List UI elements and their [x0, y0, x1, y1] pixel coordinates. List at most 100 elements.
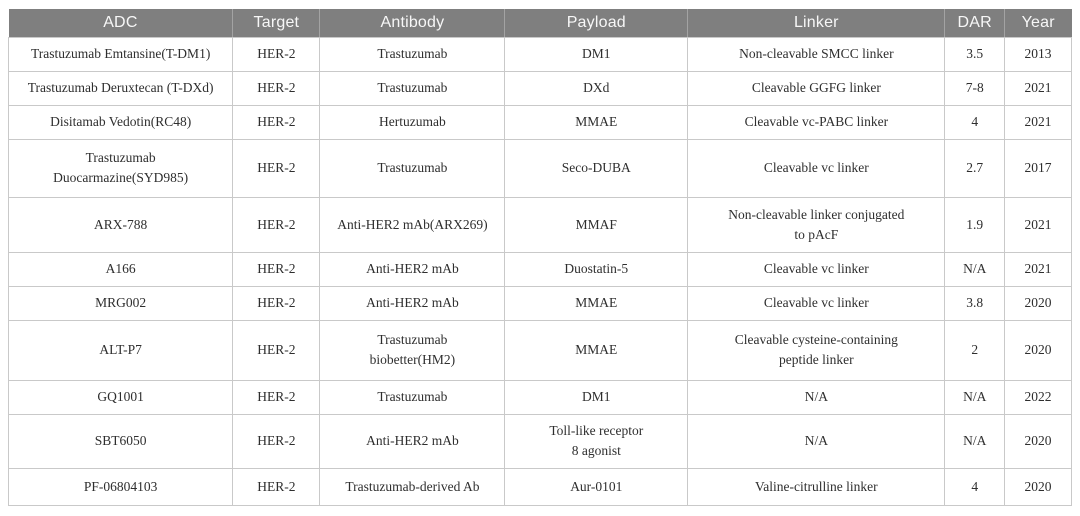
- cell-dar: 3.5: [944, 36, 1005, 72]
- cell-year: 2017: [1003, 138, 1073, 198]
- cell-antibody: Anti-HER2 mAb: [319, 285, 506, 321]
- table-row: MRG002 HER-2 Anti-HER2 mAb MMAE Cleavable vc…: [7, 285, 1073, 321]
- table-row: PF-06804103 HER-2 Trastuzumab-derived Ab Au…: [7, 467, 1073, 506]
- cell-year: 2020: [1003, 285, 1073, 321]
- cell-antibody: Trastuzumab: [319, 379, 506, 415]
- cell-payload: MMAE: [504, 285, 689, 321]
- cell-payload: MMAF: [504, 196, 689, 253]
- cell-target: HER-2: [232, 104, 321, 140]
- cell-adc: ALT-P7: [7, 319, 234, 381]
- cell-dar: 2: [944, 319, 1005, 381]
- cell-payload: MMAE: [504, 319, 689, 381]
- table-row: A166 HER-2 Anti-HER2 mAb Duostatin-5 Cleavab…: [7, 251, 1073, 287]
- cell-year: 2013: [1003, 36, 1073, 72]
- cell-target: HER-2: [232, 467, 321, 506]
- header-row: ADC Target Antibody Payload Linker DAR Year: [8, 9, 1072, 38]
- cell-payload: Toll-like receptor 8 agonist: [504, 413, 689, 469]
- cell-dar: 3.8: [944, 285, 1005, 321]
- cell-payload: MMAE: [504, 104, 689, 140]
- cell-year: 2021: [1003, 104, 1073, 140]
- column-header-target: Target: [232, 9, 320, 38]
- cell-linker: Cleavable vc-PABC linker: [687, 104, 946, 140]
- cell-linker: Non-cleavable linker conjugated to pAcF: [687, 196, 946, 253]
- cell-target: HER-2: [232, 285, 321, 321]
- cell-target: HER-2: [232, 413, 321, 469]
- table-body: Trastuzumab Emtansine(T-DM1) HER-2 Trastuz…: [7, 36, 1073, 506]
- cell-adc: A166: [7, 251, 234, 287]
- cell-dar: N/A: [944, 379, 1005, 415]
- cell-target: HER-2: [232, 196, 321, 253]
- column-header-dar: DAR: [944, 9, 1005, 38]
- table-row: Trastuzumab Duocarmazine(SYD985) HER-2 Tra…: [7, 138, 1073, 198]
- table-header: ADC Target Antibody Payload Linker DAR Year: [8, 9, 1072, 38]
- cell-year: 2020: [1003, 467, 1073, 506]
- cell-payload: Aur-0101: [504, 467, 689, 506]
- table-row: GQ1001 HER-2 Trastuzumab DM1 N/A N/A 2022: [7, 379, 1073, 415]
- cell-dar: 4: [944, 467, 1005, 506]
- table-row: Trastuzumab Deruxtecan (T-DXd) HER-2 Trast…: [7, 70, 1073, 106]
- cell-linker: Cleavable cysteine-containing peptide li…: [687, 319, 946, 381]
- cell-adc: Trastuzumab Emtansine(T-DM1): [7, 36, 234, 72]
- table-row: Trastuzumab Emtansine(T-DM1) HER-2 Trastuz…: [7, 36, 1073, 72]
- cell-antibody: Trastuzumab: [319, 138, 506, 198]
- cell-payload: DM1: [504, 36, 689, 72]
- adc-table-container: ADC Target Antibody Payload Linker DAR Year Tr…: [7, 9, 1073, 506]
- cell-antibody: Trastuzumab biobetter(HM2): [319, 319, 506, 381]
- cell-target: HER-2: [232, 251, 321, 287]
- cell-year: 2021: [1003, 251, 1073, 287]
- cell-linker: Valine-citrulline linker: [687, 467, 946, 506]
- column-header-year: Year: [1003, 9, 1072, 38]
- cell-year: 2021: [1003, 70, 1073, 106]
- cell-year: 2022: [1003, 379, 1073, 415]
- column-header-payload: Payload: [504, 9, 688, 38]
- table-row: ARX-788 HER-2 Anti-HER2 mAb(ARX269) MMAF Non…: [7, 196, 1073, 253]
- cell-year: 2021: [1003, 196, 1073, 253]
- cell-dar: 7-8: [944, 70, 1005, 106]
- cell-linker: Cleavable GGFG linker: [687, 70, 946, 106]
- cell-antibody: Anti-HER2 mAb: [319, 413, 506, 469]
- cell-target: HER-2: [232, 379, 321, 415]
- cell-dar: 2.7: [944, 138, 1005, 198]
- cell-antibody: Trastuzumab: [319, 70, 506, 106]
- cell-adc: PF-06804103: [7, 467, 234, 506]
- cell-adc: MRG002: [7, 285, 234, 321]
- cell-target: HER-2: [232, 70, 321, 106]
- table-row: ALT-P7 HER-2 Trastuzumab biobetter(HM2) MMA…: [7, 319, 1073, 381]
- cell-adc: GQ1001: [7, 379, 234, 415]
- cell-adc: Trastuzumab Duocarmazine(SYD985): [7, 138, 234, 198]
- cell-linker: Cleavable vc linker: [687, 138, 946, 198]
- cell-adc: SBT6050: [7, 413, 234, 469]
- cell-adc: ARX-788: [7, 196, 234, 253]
- cell-target: HER-2: [232, 36, 321, 72]
- cell-linker: Cleavable vc linker: [687, 251, 946, 287]
- cell-dar: 4: [944, 104, 1005, 140]
- table-row: Disitamab Vedotin(RC48) HER-2 Hertuzumab MM…: [7, 104, 1073, 140]
- column-header-antibody: Antibody: [319, 9, 505, 38]
- cell-linker: Cleavable vc linker: [687, 285, 946, 321]
- cell-antibody: Anti-HER2 mAb(ARX269): [319, 196, 506, 253]
- cell-year: 2020: [1003, 319, 1073, 381]
- cell-antibody: Anti-HER2 mAb: [319, 251, 506, 287]
- cell-target: HER-2: [232, 319, 321, 381]
- cell-adc: Trastuzumab Deruxtecan (T-DXd): [7, 70, 234, 106]
- cell-linker: N/A: [687, 413, 946, 469]
- cell-dar: N/A: [944, 413, 1005, 469]
- cell-payload: Duostatin-5: [504, 251, 689, 287]
- adc-table: ADC Target Antibody Payload Linker DAR Year Tr…: [7, 9, 1073, 506]
- cell-dar: 1.9: [944, 196, 1005, 253]
- cell-antibody: Trastuzumab-derived Ab: [319, 467, 506, 506]
- cell-payload: DXd: [504, 70, 689, 106]
- cell-dar: N/A: [944, 251, 1005, 287]
- cell-year: 2020: [1003, 413, 1073, 469]
- cell-linker: Non-cleavable SMCC linker: [687, 36, 946, 72]
- cell-antibody: Hertuzumab: [319, 104, 506, 140]
- cell-linker: N/A: [687, 379, 946, 415]
- cell-payload: Seco-DUBA: [504, 138, 689, 198]
- table-row: SBT6050 HER-2 Anti-HER2 mAb Toll-like recep…: [7, 413, 1073, 469]
- cell-antibody: Trastuzumab: [319, 36, 506, 72]
- cell-adc: Disitamab Vedotin(RC48): [7, 104, 234, 140]
- column-header-adc: ADC: [8, 9, 233, 38]
- cell-target: HER-2: [232, 138, 321, 198]
- column-header-linker: Linker: [687, 9, 945, 38]
- cell-payload: DM1: [504, 379, 689, 415]
